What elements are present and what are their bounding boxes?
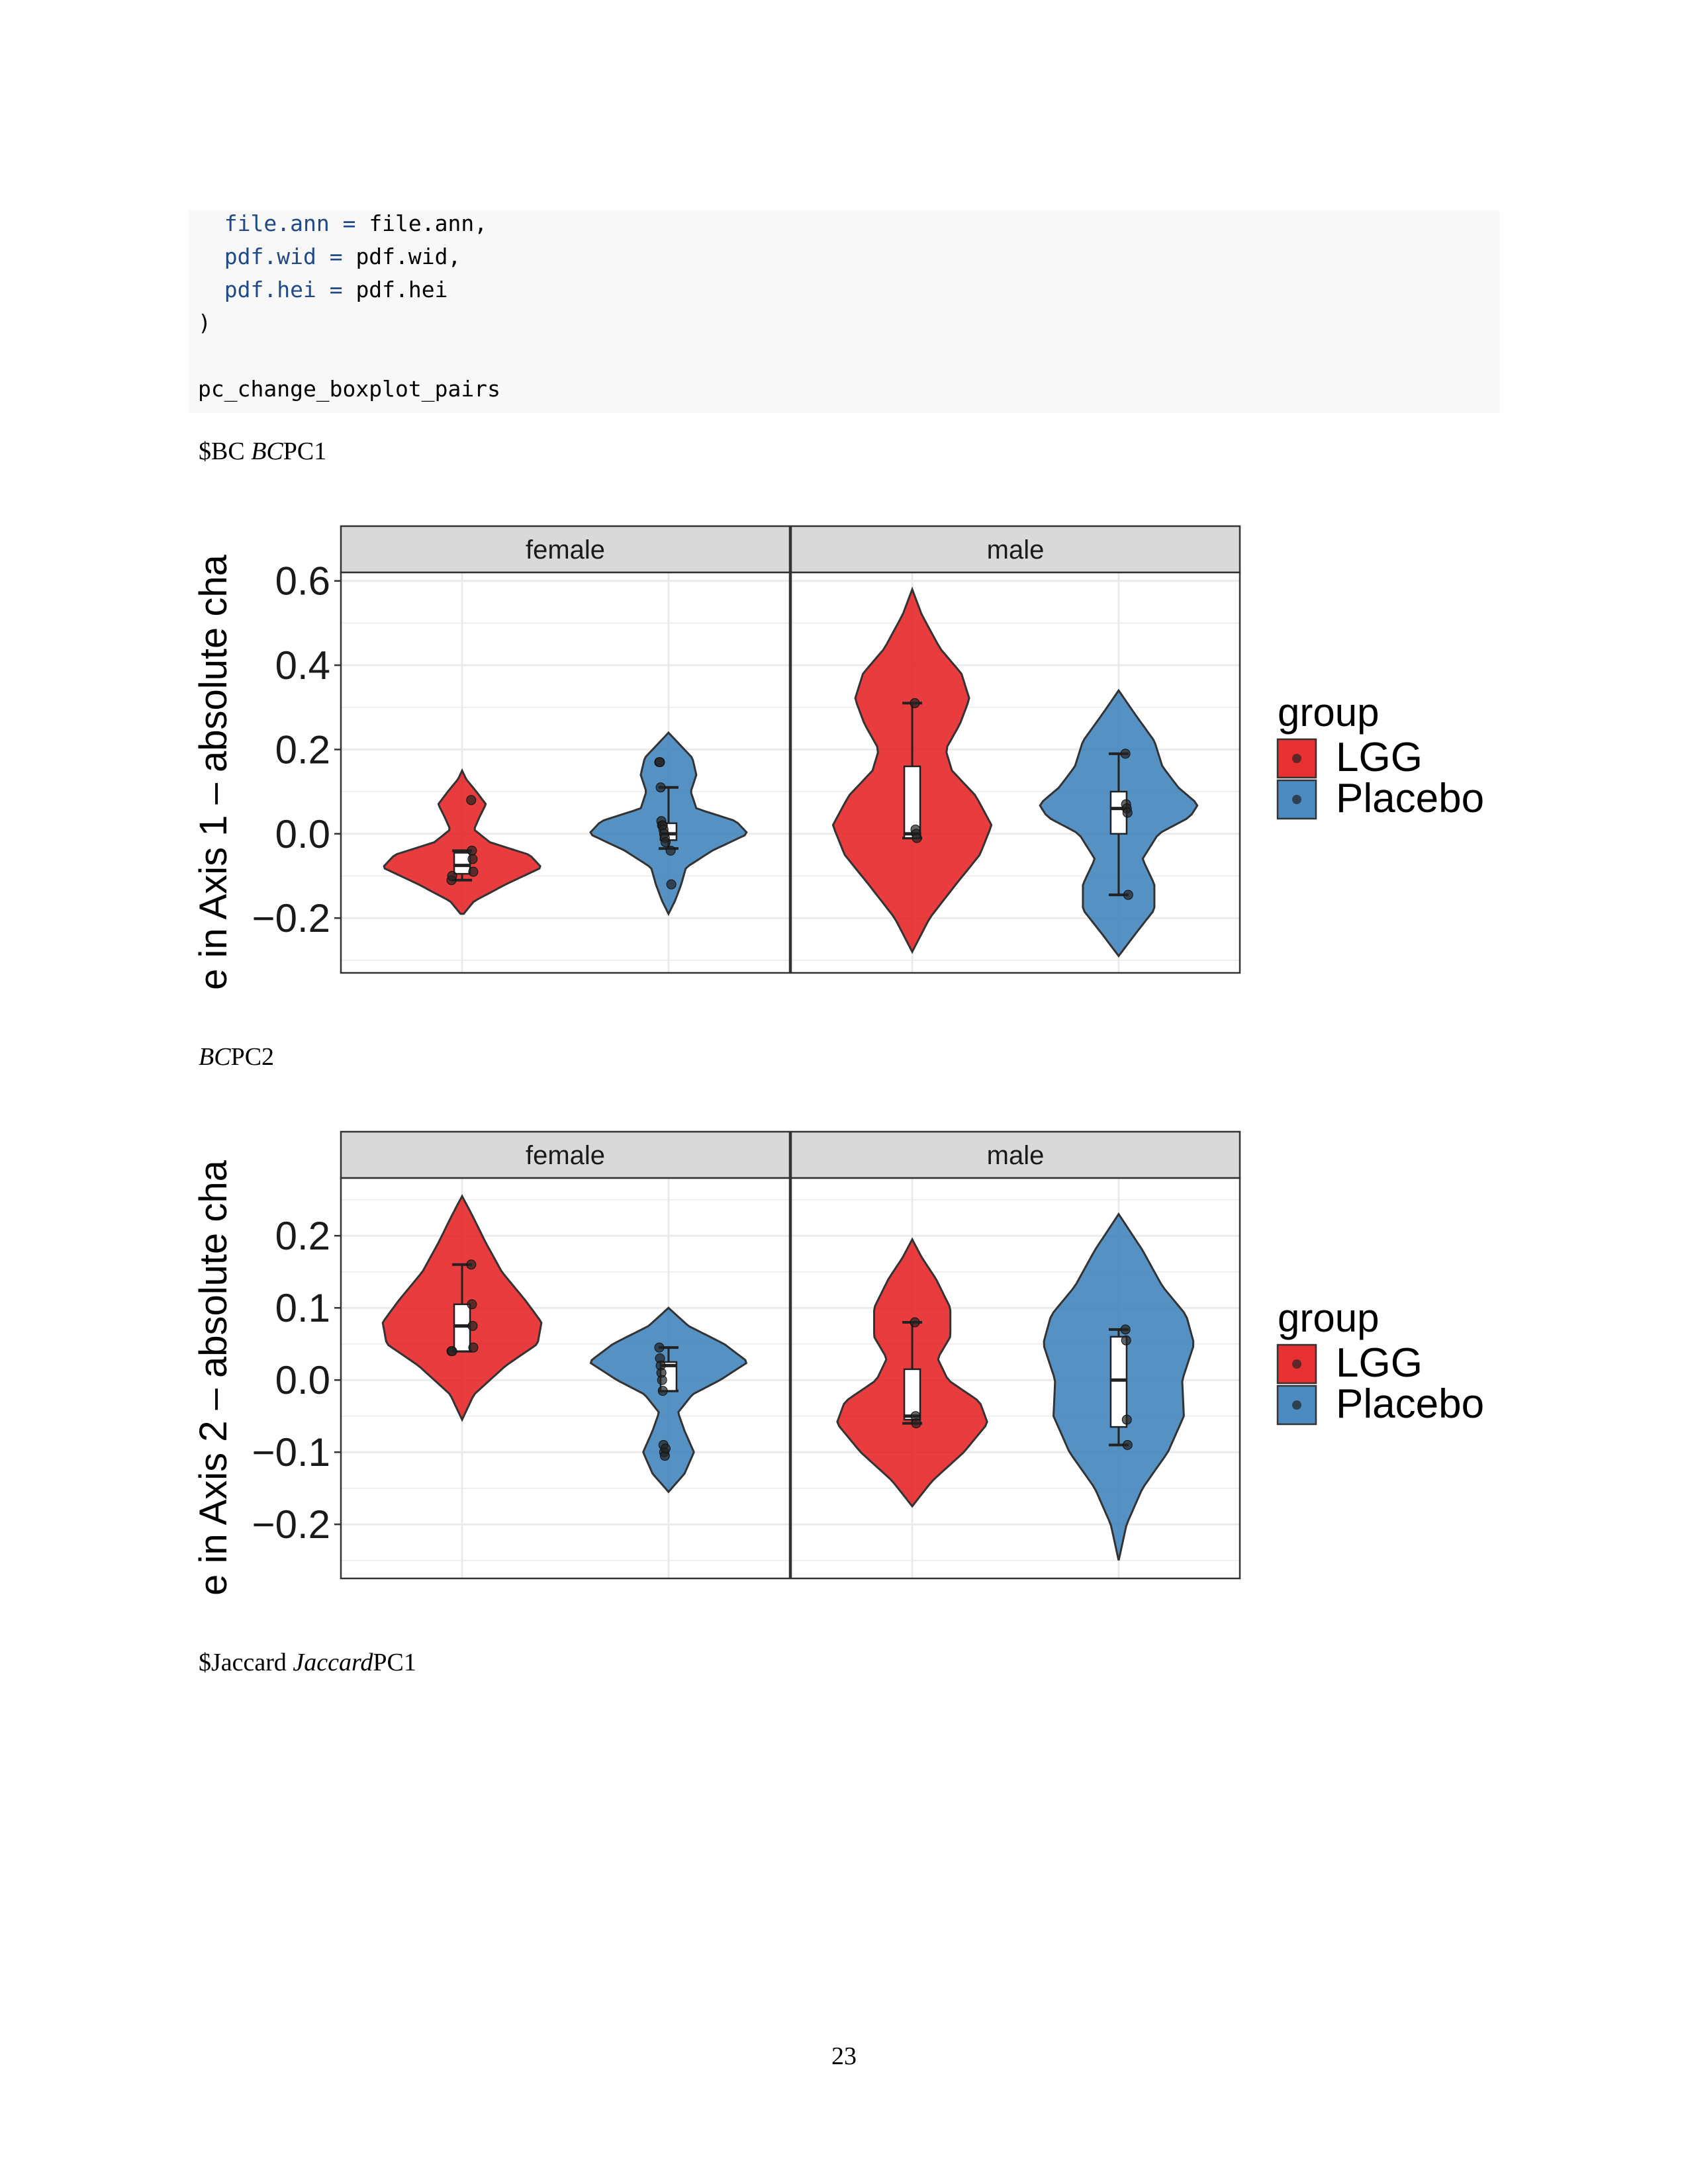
box-iqr: [453, 1303, 471, 1352]
data-point: [468, 866, 479, 877]
legend-title: group: [1278, 1296, 1379, 1340]
box-iqr: [453, 852, 471, 875]
facet-label: female: [526, 535, 605, 565]
violin-lgg: [383, 768, 541, 915]
code-line: pdf.wid = pdf.wid,: [224, 244, 461, 269]
facet-label: female: [526, 1141, 605, 1170]
data-point: [466, 1259, 477, 1270]
legend-label: Placebo: [1336, 1381, 1484, 1427]
legend-title: group: [1278, 690, 1379, 735]
ylabel-group: e in Axis 1 – absolute cha: [192, 554, 235, 990]
code-line: pc_change_boxplot_pairs: [198, 376, 500, 402]
data-point: [467, 845, 477, 856]
code-line: file.ann = file.ann,: [224, 210, 488, 236]
panel-background: [791, 572, 1240, 973]
figure-caption-jaccard-pc1: $Jaccard JaccardPC1: [199, 1649, 416, 1676]
violin-plot-axis-2: female male −0.2 −0.1 0.0 0.1 0.2 e in Axis 2 –…: [192, 1130, 1484, 1596]
data-point: [1120, 749, 1131, 759]
box-iqr: [1109, 790, 1128, 835]
data-point: [660, 1443, 671, 1454]
facet-strip: [790, 525, 1241, 574]
data-point: [660, 837, 671, 848]
code-block: file.ann = file.ann, pdf.wid = pdf.wid, …: [189, 210, 1499, 413]
violin-plot-axis-1: female male −0.2 0.0 0.2 0.4 0.6 e in Axis 1 – …: [192, 525, 1484, 990]
box-iqr: [1109, 1336, 1128, 1428]
code-line: ): [198, 310, 211, 336]
y-axis-label: e in Axis 2 – absolute cha: [192, 1160, 235, 1596]
data-point: [1122, 1439, 1133, 1450]
data-point: [911, 1418, 921, 1429]
y-tick-label: 0.0: [275, 812, 330, 856]
data-point: [447, 871, 457, 882]
data-point: [467, 854, 478, 864]
y-tick-label: 0.4: [275, 643, 330, 688]
data-point: [910, 1317, 920, 1328]
legend-key-point: [1292, 1400, 1301, 1410]
data-point: [467, 1320, 478, 1331]
panel-border: [790, 1177, 1241, 1580]
code-line: pdf.hei = pdf.hei: [224, 277, 448, 302]
page-number: 23: [831, 2042, 857, 2070]
legend-key-point: [1292, 795, 1301, 804]
figure-caption-bc-pc1: $BC BCPC1: [199, 437, 327, 465]
legend-label: LGG: [1336, 1340, 1423, 1386]
y-tick-label: 0.6: [275, 559, 330, 604]
y-tick-label: 0.0: [275, 1358, 330, 1402]
data-point: [666, 879, 677, 889]
legend-key-lgg: [1276, 738, 1317, 779]
panel-border: [340, 571, 791, 974]
facet-label: male: [987, 1141, 1045, 1170]
data-point: [665, 845, 676, 856]
data-point: [1122, 807, 1133, 818]
data-point: [468, 1342, 479, 1353]
data-point: [1120, 1324, 1131, 1335]
data-point: [1123, 889, 1133, 900]
facet-strip: [340, 525, 791, 574]
data-point: [910, 698, 920, 708]
data-point: [657, 1375, 667, 1385]
data-point: [654, 1342, 665, 1353]
data-point: [447, 1346, 457, 1357]
legend-key-point: [1292, 754, 1301, 763]
violin-placebo: [589, 1306, 748, 1494]
y-tick-label: 0.1: [275, 1286, 330, 1330]
legend-key-point: [1292, 1359, 1301, 1369]
ylabel-group: e in Axis 2 – absolute cha: [192, 1160, 235, 1596]
y-axis-label: e in Axis 1 – absolute cha: [192, 554, 235, 990]
y-tick-label: −0.2: [252, 896, 330, 940]
data-point: [912, 833, 922, 843]
data-point: [1121, 1335, 1131, 1345]
y-tick-label: 0.2: [275, 727, 330, 772]
legend-label: Placebo: [1336, 776, 1484, 821]
data-point: [655, 782, 666, 793]
panel-background: [341, 572, 790, 973]
panel-border: [340, 1177, 791, 1580]
y-tick-label: −0.1: [252, 1430, 330, 1475]
data-point: [657, 1386, 668, 1396]
facet-label: male: [987, 535, 1045, 565]
y-tick-label: 0.2: [275, 1214, 330, 1258]
data-point: [466, 795, 477, 805]
legend-label: LGG: [1336, 735, 1423, 780]
figure-caption-bc-pc2: BCPC2: [199, 1043, 275, 1071]
data-point: [1121, 1414, 1132, 1425]
data-point: [467, 1299, 477, 1310]
data-point: [655, 757, 665, 768]
panel-border: [790, 571, 1241, 974]
y-tick-label: −0.2: [252, 1502, 330, 1547]
